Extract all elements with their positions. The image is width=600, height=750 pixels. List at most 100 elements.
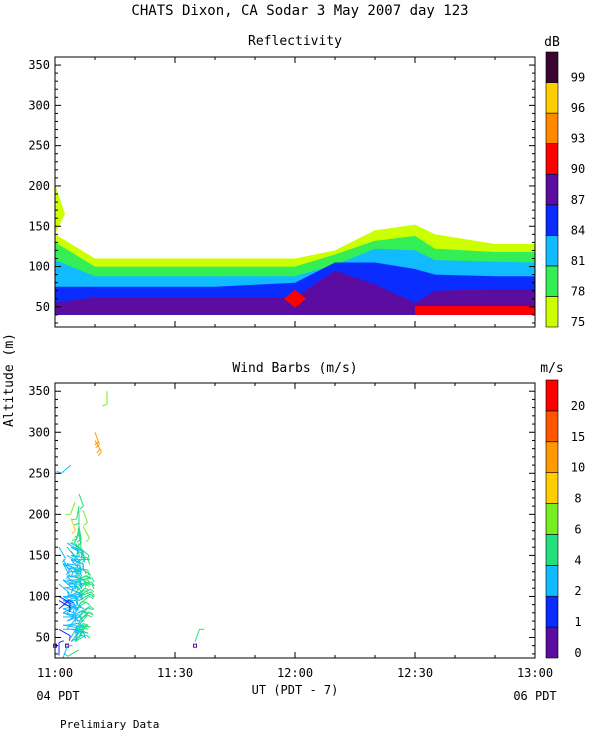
- wind-barb-feather: [79, 565, 82, 571]
- wind-barb: [82, 510, 88, 527]
- wind-colorbar-label: 10: [571, 461, 585, 475]
- wind-colorbar-label: 20: [571, 399, 585, 413]
- wind-barbs: [53, 391, 205, 659]
- y-tick-label: 250: [28, 466, 50, 480]
- reflectivity-colorbar-swatch: [545, 265, 559, 297]
- wind-barb-shaft: [94, 432, 100, 445]
- wind-barb-shaft: [58, 546, 66, 559]
- wind-colorbar-swatch: [545, 565, 559, 597]
- reflectivity-colorbar-label: 78: [571, 284, 585, 298]
- wind-barb-shaft: [66, 595, 80, 602]
- reflectivity-colorbar: 75 78 81 84 87 90 93 96 99: [545, 51, 585, 329]
- reflectivity-colorbar-label: 81: [571, 254, 585, 268]
- wind-barbs-title: Wind Barbs (m/s): [232, 361, 357, 376]
- reflectivity-title: Reflectivity: [248, 34, 342, 49]
- wind-barb-feather: [85, 537, 90, 543]
- wind-barb-shaft: [66, 575, 80, 579]
- wind-barb: [70, 518, 76, 535]
- reflectivity-colorbar-swatch: [545, 112, 559, 144]
- reflectivity-x-ticks: [54, 57, 536, 327]
- wind-barb-feather: [87, 559, 91, 565]
- wind-barb-shaft: [62, 612, 76, 616]
- wind-barb-shaft: [78, 612, 90, 622]
- wind-colorbar-label: 4: [574, 553, 581, 567]
- wind-barb: [58, 640, 64, 656]
- wind-barb-feather: [91, 581, 95, 587]
- wind-barb-shaft: [74, 583, 86, 593]
- wind-barb-shaft: [70, 550, 80, 562]
- wind-barb-feather: [80, 593, 84, 599]
- reflectivity-colorbar-swatch: [545, 51, 559, 83]
- wind-barb-shaft: [70, 518, 76, 531]
- wind-barb-feather: [80, 553, 83, 559]
- wind-barb: [66, 593, 83, 599]
- wind-barb: [62, 612, 78, 621]
- wind-colorbar-label: 6: [574, 522, 581, 536]
- wind-barb-feather: [84, 587, 90, 591]
- reflectivity-colorbar-label: 90: [571, 162, 585, 176]
- y-tick-label: 200: [28, 507, 50, 521]
- wind-barb: [58, 600, 71, 613]
- wind-barb-feather: [75, 624, 79, 631]
- wind-barb: [70, 610, 87, 618]
- wind-barb-feather: [81, 610, 87, 615]
- reflectivity-plot: Reflectivity 50 100 150 200 250 300 350 75 78 81…: [28, 34, 585, 329]
- wind-barb-feather: [79, 622, 83, 628]
- wind-barb-feather: [91, 577, 95, 583]
- reflectivity-patch-strip: [415, 306, 535, 315]
- wind-barb: [66, 591, 79, 604]
- x-tick-label: 12:30: [397, 666, 433, 680]
- wind-barb-shaft: [70, 559, 80, 570]
- wind-barb-feather: [85, 625, 91, 628]
- wind-barb-shaft: [82, 510, 88, 523]
- reflectivity-patch-diamond: [284, 289, 306, 308]
- wind-barb-feather: [88, 595, 94, 600]
- x-tick-label: 11:00: [37, 666, 73, 680]
- wind-barb-shaft: [74, 567, 82, 580]
- wind-colorbar-label: 8: [574, 492, 581, 506]
- reflectivity-colorbar-swatch: [545, 204, 559, 236]
- wind-barb-shaft: [70, 628, 84, 633]
- reflectivity-colorbar-label: 96: [571, 101, 585, 115]
- wind-barbs-plot: Wind Barbs (m/s) 50 100 150 200 250 300 350 0 1…: [28, 361, 585, 660]
- wind-barb-feather: [86, 555, 90, 561]
- wind-x-ticks: [54, 383, 536, 658]
- wind-colorbar-label: 1: [574, 615, 581, 629]
- x-axis-label: UT (PDT - 7): [252, 683, 339, 697]
- wind-barb: [65, 501, 76, 515]
- wind-barb-shaft: [58, 595, 71, 604]
- wind-barb-feather: [85, 601, 91, 606]
- wind-barb-feather: [81, 601, 87, 603]
- wind-barb-feather: [77, 614, 83, 619]
- wind-colorbar-swatch: [545, 441, 559, 473]
- wind-barb: [74, 583, 84, 599]
- wind-barb-shaft: [62, 563, 70, 576]
- x-tick-label: 11:30: [157, 666, 193, 680]
- y-tick-label: 300: [28, 425, 50, 439]
- wind-barb-feather: [72, 585, 76, 591]
- wind-barb-feather: [75, 606, 78, 612]
- wind-barb-feather: [84, 582, 87, 588]
- wind-barb-feather: [87, 614, 93, 618]
- wind-barb: [78, 607, 93, 618]
- reflectivity-colorbar-label: 87: [571, 193, 585, 207]
- reflectivity-colorbar-label: 99: [571, 71, 585, 85]
- wind-barb: [70, 628, 86, 637]
- wind-barb-shaft: [66, 575, 76, 587]
- wind-barb: [74, 510, 80, 526]
- reflectivity-colorbar-label: 75: [571, 315, 585, 329]
- wind-barb: [66, 542, 79, 555]
- wind-barb-shaft: [78, 567, 91, 575]
- wind-barb-feather: [75, 615, 78, 621]
- wind-barb-shaft: [78, 593, 91, 601]
- wind-barb-feather: [68, 606, 71, 613]
- wind-barb-feather: [89, 588, 95, 593]
- wind-barb-feather: [79, 505, 84, 510]
- wind-barbs-frame: [54, 382, 536, 659]
- reflectivity-y-ticks: 50 100 150 200 250 300 350: [28, 58, 535, 324]
- reflectivity-colorbar-swatch: [545, 235, 559, 267]
- wind-barb: [82, 526, 90, 543]
- wind-colorbar-label: 15: [571, 430, 585, 444]
- wind-barb: [94, 432, 100, 449]
